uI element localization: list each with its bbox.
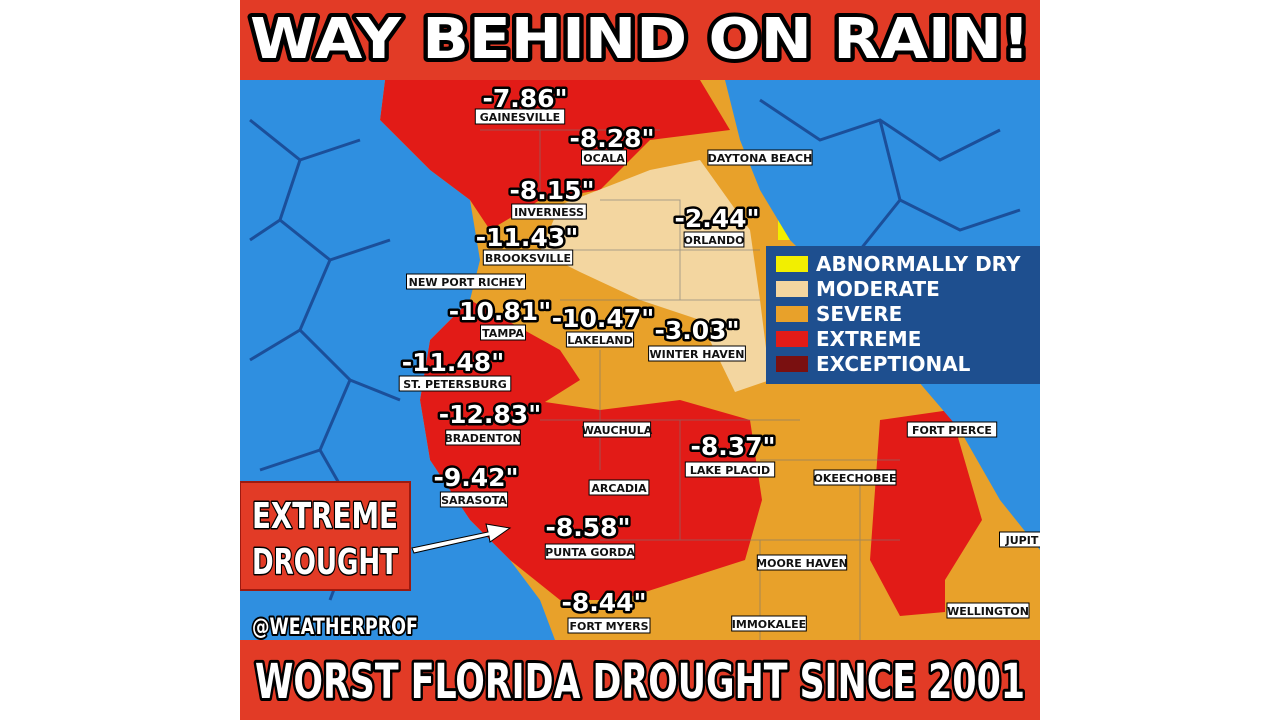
legend-label: EXTREME — [816, 327, 921, 351]
city-label-box — [813, 469, 897, 486]
city-label: PUNTA GORDA — [545, 546, 635, 559]
city-label: DAYTONA BEACH — [708, 152, 813, 165]
rain-deficit: -2.44" — [674, 204, 759, 233]
rain-deficit: -12.83" — [439, 400, 541, 429]
city-label-box — [731, 615, 807, 632]
city-label: GAINESVILLE — [480, 111, 560, 124]
county-line — [480, 129, 900, 640]
city-label-box — [482, 249, 574, 266]
rain-deficit: -7.86" — [482, 84, 567, 113]
city-label-box — [439, 491, 509, 508]
moderate-center — [540, 160, 770, 392]
legend-box — [766, 246, 1040, 384]
city-label-box — [756, 554, 848, 571]
city-label: INVERNESS — [514, 206, 584, 219]
city-label: JUPIT — [1005, 534, 1039, 547]
legend-swatch — [776, 356, 808, 372]
city-label: NEW PORT RICHEY — [409, 276, 525, 289]
legend-label: SEVERE — [816, 302, 902, 326]
legend-swatch — [776, 331, 808, 347]
city-label-box — [565, 331, 635, 348]
city-label-box — [398, 375, 512, 392]
city-label-box — [480, 324, 526, 341]
city-label: WAUCHULA — [582, 424, 653, 437]
legend-label: ABNORMALLY DRY — [816, 252, 1021, 276]
rain-deficit: -11.43" — [476, 223, 578, 252]
city-label: ORLANDO — [683, 234, 744, 247]
legend-swatch — [776, 306, 808, 322]
extreme-southwest — [420, 300, 762, 600]
extreme-east — [870, 410, 982, 616]
city-label: LAKELAND — [567, 334, 632, 347]
map-frame: WAY BEHIND ON RAIN! WORST FLORIDA DROUGHT… — [240, 0, 1040, 720]
city-label-box — [445, 429, 521, 446]
rain-deficit: -11.48" — [402, 348, 504, 377]
rain-deficit: -9.42" — [433, 463, 518, 492]
city-label: WINTER HAVEN — [650, 348, 745, 361]
legend-swatch — [776, 256, 808, 272]
city-label: MOORE HAVEN — [756, 557, 848, 570]
city-label-box — [582, 421, 652, 438]
rain-deficit: -8.15" — [509, 176, 594, 205]
rain-deficit: -10.81" — [449, 297, 551, 326]
city-label-box — [684, 461, 776, 478]
city-label-box — [567, 617, 651, 634]
annotation-box — [240, 481, 411, 591]
city-label: ST. PETERSBURG — [403, 378, 507, 391]
city-label-box — [999, 531, 1040, 548]
extreme-north — [380, 80, 730, 230]
city-label-box — [474, 108, 566, 125]
legend-label: EXCEPTIONAL — [816, 352, 971, 376]
city-label-box — [946, 602, 1030, 619]
crack — [249, 138, 401, 472]
city-label: BRADENTON — [444, 432, 521, 445]
rain-deficit: -8.28" — [569, 124, 654, 153]
title: WAY BEHIND ON RAIN! — [250, 7, 1030, 72]
annotation-arrow — [411, 523, 512, 554]
footer: WORST FLORIDA DROUGHT SINCE 2001 — [255, 654, 1025, 710]
city-label: FORT MYERS — [570, 620, 649, 633]
city-label-box — [544, 543, 636, 560]
footer-band — [240, 640, 1040, 720]
legend-swatch — [776, 281, 808, 297]
city-label: ARCADIA — [591, 482, 647, 495]
city-label-box — [511, 203, 587, 220]
city-label: TAMPA — [482, 327, 524, 340]
city-label: WELLINGTON — [947, 605, 1029, 618]
county-lines — [480, 129, 900, 640]
rain-deficit: -8.44" — [561, 588, 646, 617]
city-label: OCALA — [583, 152, 625, 165]
annotation-text: DROUGHT — [252, 542, 398, 583]
rain-deficit: -10.47" — [552, 304, 654, 333]
rain-deficit: -3.03" — [654, 316, 739, 345]
city-label: LAKE PLACID — [690, 464, 770, 477]
city-label-box — [581, 149, 627, 166]
city-label: SARASOTA — [441, 494, 507, 507]
annotation-text: EXTREME — [252, 496, 398, 537]
city-label-box — [406, 273, 526, 290]
city-label: IMMOKALEE — [732, 618, 806, 631]
city-label: FORT PIERCE — [912, 424, 992, 437]
city-label-box — [648, 345, 746, 362]
credit: @WEATHERPROF — [252, 615, 418, 640]
city-label: BROOKSVILLE — [485, 252, 571, 265]
city-label-box — [683, 231, 745, 248]
legend-label: MODERATE — [816, 277, 940, 301]
rain-deficit: -8.37" — [690, 432, 775, 461]
city-label-box — [588, 479, 650, 496]
city-label-box — [707, 149, 813, 166]
rain-deficit: -8.58" — [545, 513, 630, 542]
city-label-box — [906, 421, 998, 438]
city-label: OKEECHOBEE — [814, 472, 897, 485]
